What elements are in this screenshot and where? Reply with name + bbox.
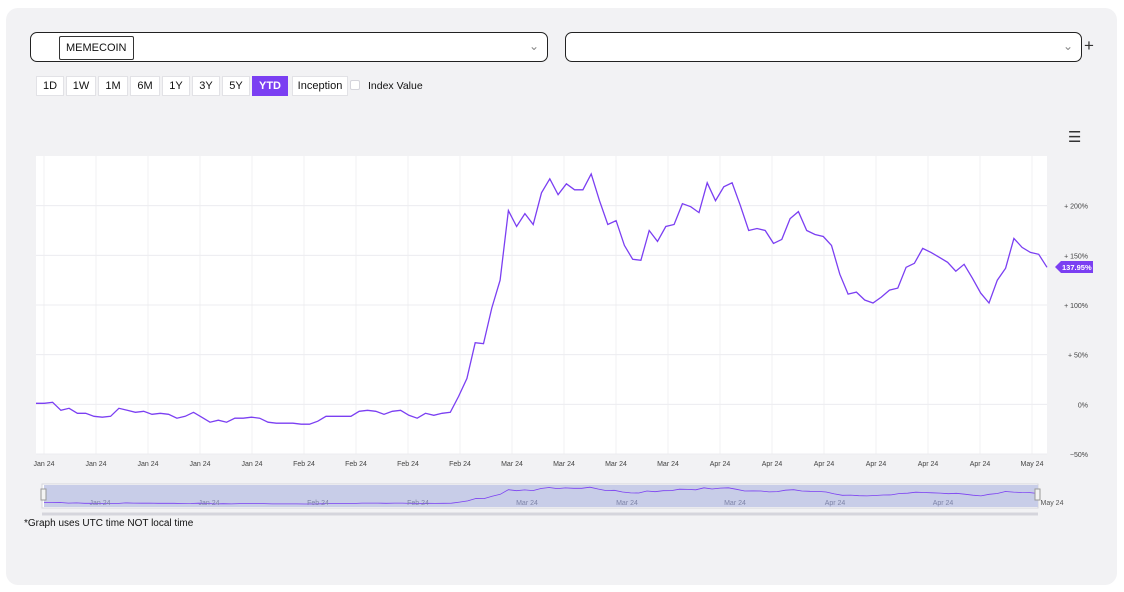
range-inception[interactable]: Inception [292, 76, 348, 96]
navigator-label: Jan 24 [198, 500, 219, 507]
navigator-label: Apr 24 [933, 500, 954, 507]
navigator-label: Feb 24 [307, 500, 329, 507]
x-tick-label: Jan 24 [189, 461, 210, 468]
y-tick-label: −50% [1070, 452, 1088, 459]
x-tick-label: Mar 24 [501, 461, 523, 468]
line-chart: Jan 24 Jan 24 Jan 24 Jan 24 Jan 24 Feb 24 Feb … [33, 156, 1093, 516]
range-3y[interactable]: 3Y [192, 76, 220, 96]
range-1m[interactable]: 1M [98, 76, 128, 96]
navigator-label: Mar 24 [724, 500, 746, 507]
x-tick-label: Mar 24 [605, 461, 627, 468]
navigator-line [44, 486, 1039, 505]
navigator-handle-left[interactable] [40, 488, 47, 501]
index-value-checkbox[interactable] [350, 80, 360, 90]
x-tick-label: Apr 24 [814, 461, 835, 468]
range-5y[interactable]: 5Y [222, 76, 250, 96]
navigator-label: Mar 24 [516, 500, 538, 507]
x-tick-label: Feb 24 [293, 461, 315, 468]
x-tick-label: Apr 24 [970, 461, 991, 468]
hamburger-menu-icon[interactable]: ☰ [1068, 129, 1082, 146]
x-tick-label: Jan 24 [33, 461, 54, 468]
y-tick-label: + 100% [1064, 303, 1088, 310]
utc-footnote: *Graph uses UTC time NOT local time [24, 518, 194, 529]
selected-asset-tag[interactable]: MEMECOIN [59, 36, 134, 60]
x-tick-label: Mar 24 [553, 461, 575, 468]
series-line [36, 172, 1048, 425]
last-value-badge: 137.95% [1055, 261, 1093, 273]
y-tick-label: + 50% [1068, 353, 1088, 360]
badge-shape [1055, 261, 1093, 273]
index-value-label: Index Value [368, 80, 423, 92]
x-tick-label: May 24 [1021, 461, 1044, 468]
range-1y[interactable]: 1Y [162, 76, 190, 96]
navigator-label: Apr 24 [825, 500, 846, 507]
x-tick-label: Feb 24 [397, 461, 419, 468]
x-tick-label: Mar 24 [657, 461, 679, 468]
x-tick-label: Apr 24 [710, 461, 731, 468]
navigator-handle-right[interactable] [1034, 488, 1041, 501]
navigator-label: May 24 [1041, 500, 1064, 507]
x-tick-label: Feb 24 [345, 461, 367, 468]
x-tick-label: Jan 24 [85, 461, 106, 468]
last-value-label: 137.95% [1062, 263, 1092, 272]
x-tick-label: Apr 24 [762, 461, 783, 468]
range-ytd[interactable]: YTD [252, 76, 288, 96]
y-tick-label: 0% [1078, 402, 1088, 409]
x-tick-label: Jan 24 [241, 461, 262, 468]
plus-icon[interactable]: + [1084, 36, 1094, 55]
navigator-label: Jan 24 [89, 500, 110, 507]
y-tick-label: + 200% [1064, 204, 1088, 211]
range-1d[interactable]: 1D [36, 76, 64, 96]
range-6m[interactable]: 6M [130, 76, 160, 96]
navigator-label: Feb 24 [407, 500, 429, 507]
asset-select-compare[interactable]: ⌄ [565, 32, 1082, 62]
x-tick-label: Feb 24 [449, 461, 471, 468]
navigator-selection[interactable] [44, 485, 1038, 507]
chevron-down-icon[interactable]: ⌄ [528, 39, 539, 53]
navigator-label: Mar 24 [616, 500, 638, 507]
asset-select-primary[interactable]: MEMECOIN ⌄ [30, 32, 548, 62]
x-tick-label: Apr 24 [918, 461, 939, 468]
range-1w[interactable]: 1W [66, 76, 96, 96]
x-tick-label: Jan 24 [137, 461, 158, 468]
x-tick-label: Apr 24 [866, 461, 887, 468]
chevron-down-icon[interactable]: ⌄ [1062, 39, 1073, 53]
y-tick-label: + 150% [1064, 253, 1088, 260]
